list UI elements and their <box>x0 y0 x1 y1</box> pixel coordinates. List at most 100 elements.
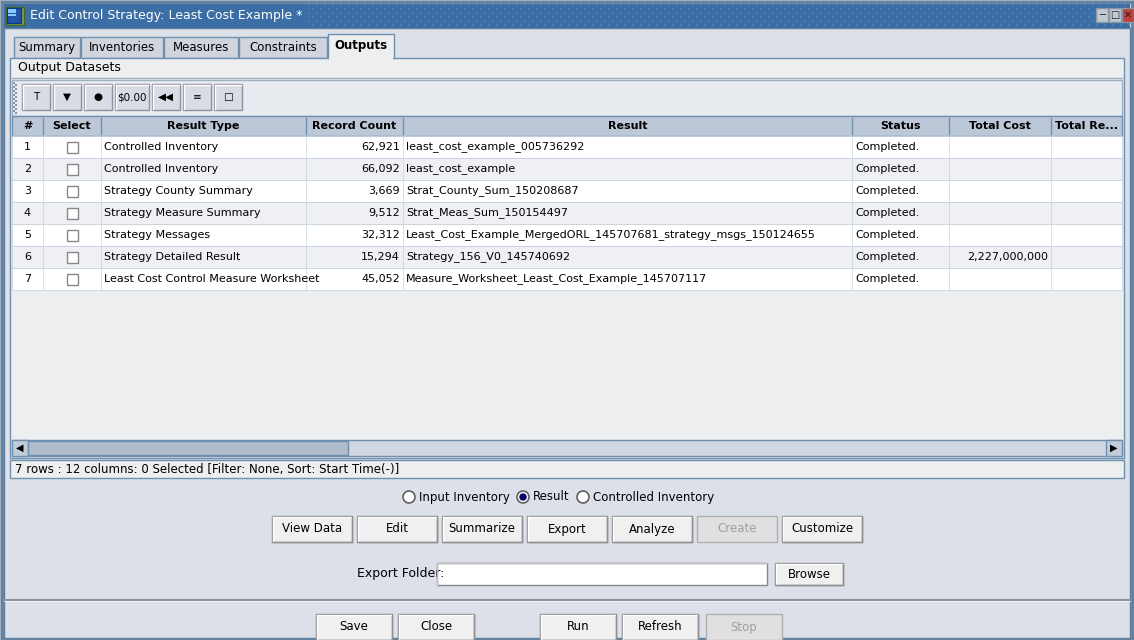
Text: 2: 2 <box>24 164 31 174</box>
Bar <box>404 20 406 22</box>
Bar <box>708 4 710 6</box>
Bar <box>388 20 390 22</box>
Bar <box>1105 8 1106 10</box>
Bar <box>748 4 750 6</box>
Bar <box>1095 16 1098 18</box>
Bar <box>964 12 966 14</box>
Bar <box>780 4 782 6</box>
Bar <box>1128 16 1129 18</box>
Bar <box>992 16 995 18</box>
Bar <box>500 12 502 14</box>
Bar <box>812 12 814 14</box>
Bar <box>996 4 998 6</box>
Bar <box>1084 20 1086 22</box>
Bar <box>328 8 330 10</box>
Bar <box>364 12 366 14</box>
Bar <box>648 8 650 10</box>
Bar <box>668 20 670 22</box>
Bar <box>980 4 982 6</box>
Text: 7 rows : 12 columns: 0 Selected [Filter: None, Sort: Start Time(-)]: 7 rows : 12 columns: 0 Selected [Filter:… <box>15 463 399 476</box>
Bar <box>384 24 386 26</box>
Bar <box>1040 24 1042 26</box>
Bar <box>408 24 411 26</box>
Bar <box>892 4 894 6</box>
Bar <box>943 16 946 18</box>
Bar <box>348 12 350 14</box>
Bar <box>809 24 810 26</box>
Bar <box>1032 16 1034 18</box>
Bar <box>720 8 722 10</box>
Bar <box>564 4 566 6</box>
Bar <box>608 8 610 10</box>
Bar <box>388 4 390 6</box>
Bar <box>1116 20 1118 22</box>
Bar <box>1116 4 1118 6</box>
Bar <box>488 24 490 26</box>
Bar <box>340 12 342 14</box>
Bar <box>820 4 822 6</box>
Bar <box>792 8 794 10</box>
Text: Export: Export <box>548 522 586 536</box>
Text: Edit Control Strategy: Least Cost Example *: Edit Control Strategy: Least Cost Exampl… <box>29 10 303 22</box>
Bar <box>792 24 794 26</box>
Text: 4: 4 <box>24 208 31 218</box>
Bar <box>741 12 742 14</box>
Bar <box>448 16 450 18</box>
Text: T: T <box>33 92 40 102</box>
Bar <box>920 16 922 18</box>
Circle shape <box>403 491 415 503</box>
Bar <box>936 24 938 26</box>
Text: Stop: Stop <box>730 621 758 634</box>
Bar <box>596 20 598 22</box>
Bar <box>1008 16 1010 18</box>
Bar <box>844 4 846 6</box>
Bar <box>572 12 574 14</box>
Bar <box>340 20 342 22</box>
Bar <box>968 8 970 10</box>
Bar <box>372 20 374 22</box>
Text: Total Re...: Total Re... <box>1055 121 1118 131</box>
Bar <box>568 16 570 18</box>
Text: ●: ● <box>93 92 102 102</box>
Bar <box>696 16 699 18</box>
Text: 66,092: 66,092 <box>362 164 400 174</box>
Bar <box>584 8 586 10</box>
Bar <box>1092 12 1094 14</box>
Bar <box>428 12 430 14</box>
Text: Save: Save <box>339 621 369 634</box>
Bar <box>67 186 77 196</box>
Bar <box>540 20 542 22</box>
Text: ✕: ✕ <box>1124 10 1132 20</box>
Bar <box>792 16 794 18</box>
Bar <box>1064 24 1066 26</box>
Bar <box>684 20 686 22</box>
Text: Controlled Inventory: Controlled Inventory <box>104 164 218 174</box>
Bar <box>348 4 350 6</box>
Bar <box>872 8 874 10</box>
Bar <box>516 12 518 14</box>
Bar <box>312 16 314 18</box>
Bar <box>856 24 858 26</box>
Text: Strategy_156_V0_145740692: Strategy_156_V0_145740692 <box>406 252 570 262</box>
Bar <box>344 8 346 10</box>
Bar <box>67 252 77 262</box>
Bar <box>445 4 446 6</box>
Bar <box>552 24 555 26</box>
Bar <box>972 12 974 14</box>
Bar <box>1024 8 1026 10</box>
Bar <box>492 20 494 22</box>
Bar <box>692 12 694 14</box>
Bar <box>796 20 798 22</box>
Bar <box>628 20 631 22</box>
Text: Refresh: Refresh <box>637 621 683 634</box>
Bar <box>480 24 482 26</box>
Bar <box>115 84 149 110</box>
Text: Least_Cost_Example_MergedORL_145707681_strategy_msgs_150124655: Least_Cost_Example_MergedORL_145707681_s… <box>406 230 815 241</box>
Bar <box>579 4 582 6</box>
Bar <box>53 84 81 110</box>
Bar <box>888 16 890 18</box>
Bar <box>864 16 866 18</box>
Bar <box>660 20 662 22</box>
Bar <box>183 84 211 110</box>
Bar <box>616 24 618 26</box>
